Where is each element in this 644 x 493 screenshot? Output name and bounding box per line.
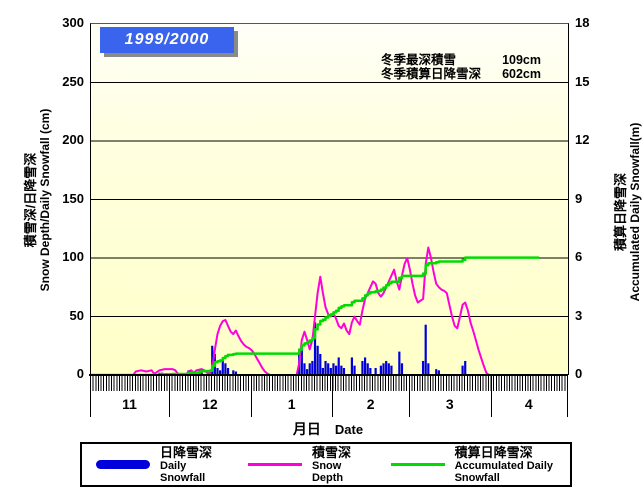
right-axis-title-en: Accumulated Daily Snowfall(m) (628, 122, 642, 302)
accumulated-swatch (390, 463, 445, 466)
right-tick-18: 18 (575, 15, 590, 30)
month-separator (408, 375, 410, 417)
legend-item-daily-snowfall: 日降雪深 Daily Snowfall (96, 444, 214, 484)
left-tick-0: 0 (76, 366, 84, 381)
daily-snowfall-swatch (96, 460, 150, 469)
daily-tick-band (90, 376, 568, 391)
x-axis-title: 月日 Date (293, 419, 363, 439)
chart-canvas (91, 82, 568, 375)
x-axis-line (89, 374, 568, 376)
right-axis-title-jp: 積算日降雪深 (613, 172, 628, 252)
month-separator (567, 375, 568, 417)
left-axis-title-jp: 積雪深/日降雪深 (23, 152, 38, 248)
x-axis-title-jp: 月日 (292, 421, 321, 437)
right-tick-6: 6 (575, 249, 583, 264)
legend-accumulated-en: Accumulated Daily Snowfall (454, 459, 554, 484)
legend-daily-snowfall-jp: 日降雪深 (160, 444, 213, 460)
legend: 日降雪深 Daily Snowfall 積雪深 Snow Depth 積算日降雪… (80, 442, 572, 487)
x-axis-title-en: Date (334, 422, 364, 437)
month-label-1: 1 (287, 396, 296, 412)
winter-stats: 冬季最深積雪 109cm 冬季積算日降雪深 602cm (381, 53, 541, 81)
month-separator (90, 375, 91, 417)
month-label-12: 12 (202, 396, 218, 412)
right-axis-title: 積算日降雪深 Accumulated Daily Snowfall(m) (613, 123, 643, 302)
plot-area (90, 23, 569, 375)
right-tick-9: 9 (575, 190, 583, 206)
month-label-11: 11 (122, 396, 137, 412)
legend-item-snow-depth: 積雪深 Snow Depth (247, 444, 357, 484)
month-separator (169, 375, 171, 417)
legend-item-accumulated: 積算日降雪深 Accumulated Daily Snowfall (390, 444, 570, 484)
left-tick-200: 200 (62, 132, 84, 147)
stat-accum-value: 602cm (502, 67, 541, 81)
left-tick-100: 100 (62, 249, 84, 264)
stat-max-depth-label: 冬季最深積雪 (381, 53, 457, 67)
right-tick-12: 12 (575, 132, 590, 147)
season-title: 1999/2000 (124, 31, 210, 48)
left-tick-300: 300 (62, 15, 84, 30)
month-label-3: 3 (445, 396, 454, 412)
stat-accum: 冬季積算日降雪深 602cm (381, 67, 541, 81)
month-separator (250, 375, 252, 417)
stat-max-depth: 冬季最深積雪 109cm (381, 53, 541, 67)
right-tick-15: 15 (575, 73, 590, 89)
legend-snow-depth-en: Snow Depth (311, 459, 344, 484)
snow-depth-swatch (247, 463, 302, 466)
legend-snow-depth-jp: 積雪深 (311, 444, 351, 460)
month-label-2: 2 (366, 396, 375, 412)
left-tick-50: 50 (69, 307, 84, 323)
month-separator (332, 375, 334, 417)
stat-max-depth-value: 109cm (502, 53, 541, 67)
left-tick-150: 150 (62, 190, 84, 206)
legend-daily-snowfall-en: Daily Snowfall (160, 459, 206, 484)
stat-accum-label: 冬季積算日降雪深 (381, 67, 482, 81)
month-separator (490, 375, 492, 417)
legend-accumulated-jp: 積算日降雪深 (454, 444, 533, 460)
right-tick-0: 0 (575, 366, 583, 381)
right-tick-3: 3 (575, 307, 583, 323)
chart-title-box: 1999/2000 (100, 27, 234, 53)
left-tick-250: 250 (62, 73, 84, 89)
month-label-4: 4 (524, 396, 533, 412)
